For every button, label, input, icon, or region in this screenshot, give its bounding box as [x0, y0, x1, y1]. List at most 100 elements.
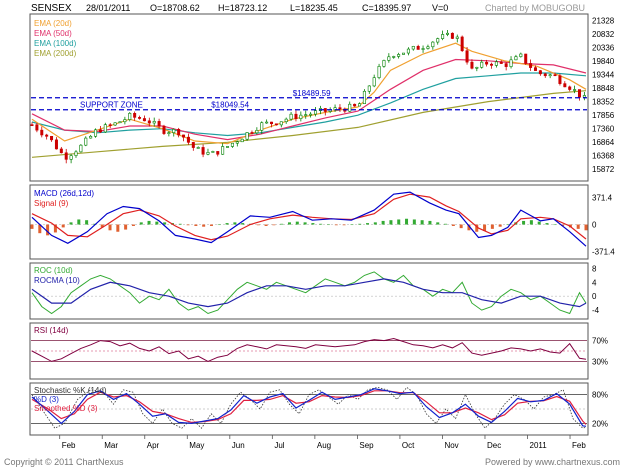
macd-ytick-label: 0	[592, 221, 597, 230]
candle-body	[250, 132, 254, 134]
stoch-legend-entry: Stochastic %K (14d)	[34, 386, 107, 395]
macd-histogram-bar	[186, 224, 190, 226]
candle-body	[230, 142, 234, 147]
candle-body	[64, 152, 68, 160]
roc-ytick-label: 8	[592, 264, 597, 273]
symbol-label: SENSEX	[31, 3, 72, 14]
close-value: C=18395.97	[362, 3, 411, 13]
macd-histogram-bar	[389, 220, 393, 225]
candle-body	[98, 129, 102, 133]
x-tick-label: Dec	[487, 441, 501, 450]
candle-body	[35, 124, 39, 131]
macd-histogram-bar	[311, 223, 315, 225]
candle-body	[216, 151, 220, 155]
stoch-k-line	[31, 386, 587, 429]
price-ytick-label: 17856	[592, 111, 615, 120]
candle-body	[221, 146, 225, 155]
candle-body	[294, 113, 298, 119]
price-legend-entry: EMA (100d)	[34, 39, 77, 48]
candle-body	[211, 151, 215, 153]
chart-header: SENSEX 28/01/2011 O=18708.62 H=18723.12 …	[31, 3, 585, 14]
macd-histogram-bar	[272, 224, 276, 226]
candle-body	[74, 151, 78, 156]
macd-histogram-bar	[108, 224, 112, 231]
price-legend-entry: EMA (200d)	[34, 49, 77, 58]
roc-line	[31, 271, 587, 315]
candle-body	[377, 66, 381, 78]
candle-body	[582, 95, 586, 98]
support-level-label: $18489.59	[293, 89, 331, 98]
candle-body	[128, 113, 132, 120]
candle-body	[519, 53, 523, 57]
macd-histogram-bar	[358, 223, 362, 225]
candle-body	[255, 130, 259, 134]
price-legend-entry: EMA (20d)	[34, 19, 72, 28]
chart-footer: Copyright © 2011 ChartNexus Powered by w…	[4, 457, 620, 467]
candle-body	[54, 139, 58, 150]
candle-body	[348, 103, 352, 112]
candle-body	[504, 63, 508, 67]
x-tick-label: Apr	[147, 441, 160, 450]
macd-histogram-bar	[545, 223, 549, 225]
macd-histogram-bar	[139, 222, 143, 225]
macd-histogram-bar	[444, 223, 448, 225]
macd-histogram-bar	[483, 224, 487, 232]
macd-histogram-bar	[529, 220, 533, 225]
candle-body	[372, 77, 376, 87]
candle-body	[436, 38, 440, 43]
roc-panel-frame	[29, 262, 589, 320]
ema20-line	[31, 42, 587, 145]
candle-body	[40, 129, 44, 136]
stoch-ytick-label: 80%	[592, 391, 608, 400]
stoch-series	[31, 386, 587, 429]
macd-line	[31, 191, 587, 247]
candle-body	[416, 46, 420, 50]
rsi-legend-entry: RSI (14d)	[34, 326, 69, 335]
x-tick-label: 2011	[530, 441, 548, 450]
rsi-ytick-label: 70%	[592, 337, 608, 346]
macd-ytick-label: -371.4	[592, 247, 615, 256]
macd-histogram-bar	[77, 219, 81, 225]
candle-body	[142, 118, 146, 122]
macd-histogram-bar	[436, 222, 440, 225]
candle-body	[304, 114, 308, 116]
candle-body	[289, 113, 293, 120]
macd-histogram-bar	[397, 219, 401, 225]
candle-body	[353, 103, 357, 107]
macd-histogram-bar	[561, 224, 565, 226]
candle-body	[480, 61, 484, 68]
macd-histogram-bar	[537, 221, 541, 225]
stoch-ytick-label: 20%	[592, 419, 608, 428]
candle-body	[274, 123, 278, 126]
candle-body	[314, 110, 318, 115]
x-tick-label: Jun	[232, 441, 245, 450]
roc-legend-entry: ROC (10d)	[34, 266, 73, 275]
roc-ytick-label: 4	[592, 278, 597, 287]
macd-histogram-bar	[451, 224, 455, 226]
candle-body	[577, 89, 581, 98]
candle-body	[470, 61, 474, 69]
macd-histogram-bar	[38, 224, 42, 234]
candle-body	[50, 135, 54, 141]
price-ytick-label: 16864	[592, 138, 615, 147]
candle-body	[240, 138, 244, 143]
macd-legend-entry: MACD (26d,12d)	[34, 189, 94, 198]
candle-body	[382, 60, 386, 67]
rocma-line	[31, 278, 587, 308]
volume-value: V=0	[432, 3, 448, 13]
candle-body	[152, 121, 156, 124]
candle-body	[411, 46, 415, 50]
macd-histogram-bar	[584, 224, 588, 231]
support-zone-label: SUPPORT ZONE	[80, 101, 143, 110]
stoch-d-line	[31, 388, 587, 427]
macd-histogram-bar	[522, 220, 526, 225]
macd-histogram-bar	[241, 223, 245, 225]
powered-by-text: Powered by www.chartnexus.com	[485, 457, 620, 467]
candle-body	[309, 113, 313, 116]
macd-histogram-bar	[420, 220, 424, 225]
x-tick-label: Aug	[317, 441, 331, 450]
candle-body	[421, 48, 425, 50]
macd-histogram-bar	[350, 224, 354, 226]
macd-histogram-bar	[256, 224, 260, 226]
legends: EMA (20d)EMA (50d)EMA (100d)EMA (200d) MA…	[34, 19, 107, 413]
